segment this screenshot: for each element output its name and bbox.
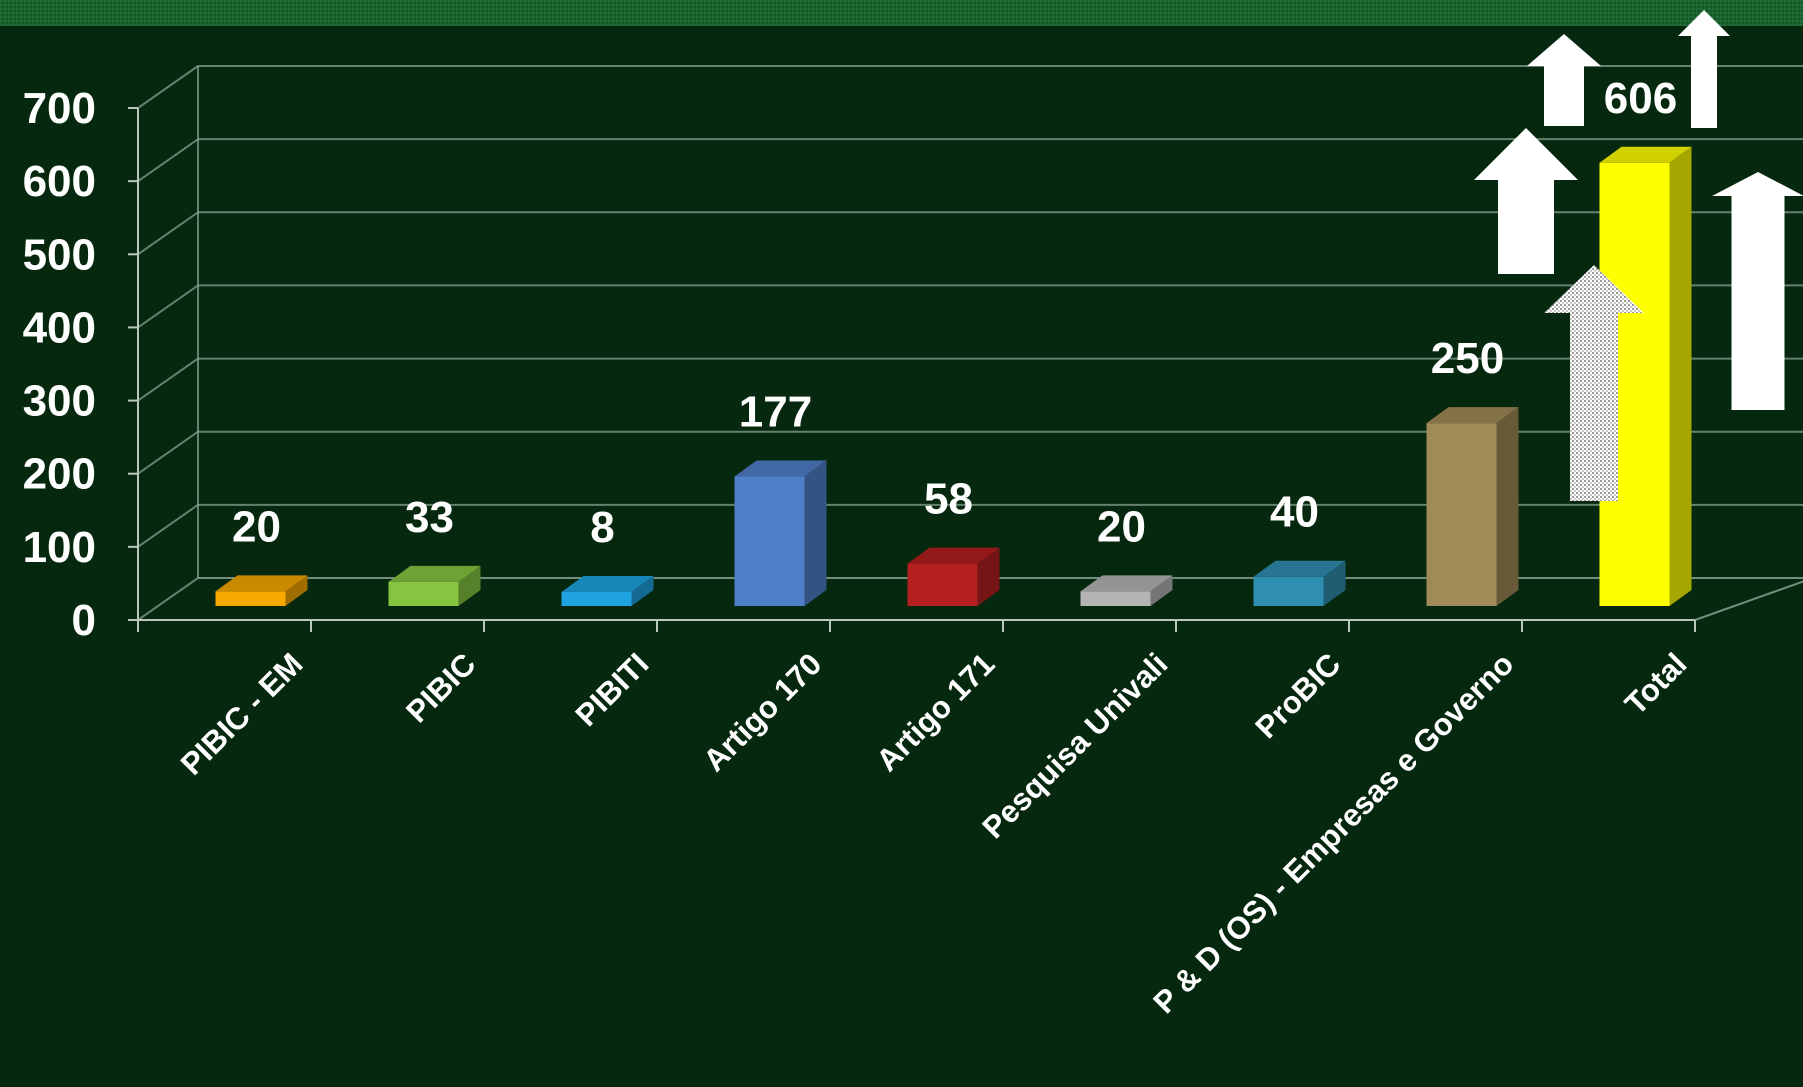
bar-front [1253, 576, 1324, 606]
wall-gridline [137, 504, 199, 548]
category-label: P & D (OS) - Empresas e Governo [1146, 646, 1520, 1020]
bar-front [907, 563, 978, 606]
bar-front [388, 581, 459, 606]
category-label: Total [1618, 646, 1693, 721]
bar [734, 460, 827, 606]
data-label: 20 [232, 502, 281, 551]
data-label: 58 [924, 475, 973, 524]
bar [1080, 575, 1173, 606]
bar-top [1599, 146, 1692, 163]
category-label: PIBIC [399, 646, 482, 729]
data-label: 606 [1604, 74, 1677, 123]
y-tick-label: 600 [23, 157, 96, 206]
y-tick-label: 500 [23, 230, 96, 279]
bar-front [215, 591, 286, 606]
category-label: ProBIC [1248, 646, 1347, 745]
gridlines [137, 65, 1803, 621]
top-band [0, 0, 1803, 26]
wall-gridline [137, 357, 199, 402]
data-label: 33 [405, 493, 454, 542]
bars [215, 146, 1692, 607]
bar [1426, 407, 1519, 606]
wall-gridline [137, 65, 199, 109]
category-label: PIBITI [569, 646, 656, 733]
y-tick-label: 100 [23, 523, 96, 572]
y-tick-label: 700 [23, 84, 96, 133]
bar [1253, 560, 1346, 606]
bar-top [1426, 407, 1519, 424]
bar-top [1080, 575, 1173, 592]
data-label: 8 [590, 503, 614, 552]
bar-top [1253, 560, 1346, 577]
data-label: 177 [739, 388, 812, 437]
bar-front [561, 592, 632, 606]
bar-side [631, 576, 654, 606]
wall-gridline [137, 211, 199, 256]
data-label: 40 [1270, 488, 1319, 537]
bar-top [388, 565, 481, 582]
up-arrow-small-icon [1527, 34, 1601, 126]
wall-gridline [137, 138, 199, 182]
bar-top [215, 575, 308, 592]
bar-side [977, 547, 1000, 606]
category-label: Pesquisa Univali [975, 646, 1174, 845]
axes [128, 66, 1696, 632]
y-tick-label: 400 [23, 303, 96, 352]
y-tick-label: 200 [23, 450, 96, 499]
bar-side [1496, 407, 1519, 606]
data-label: 250 [1431, 334, 1504, 383]
wall-gridline [137, 284, 199, 329]
y-tick-label: 300 [23, 377, 96, 426]
bar-top [734, 460, 827, 477]
up-arrow-large-icon [1712, 172, 1803, 410]
y-tick-label: 0 [72, 596, 96, 645]
bar-side [1150, 575, 1173, 606]
arrows [1474, 10, 1803, 501]
bar-front [1426, 423, 1497, 606]
bar-side [458, 565, 481, 606]
bar-side [804, 460, 827, 606]
bar-front [734, 476, 805, 606]
bar [215, 575, 308, 606]
floor-right-edge [1694, 580, 1803, 621]
bar-front [1080, 591, 1151, 606]
bar [561, 576, 654, 606]
bar-top [561, 576, 654, 592]
category-label: Artigo 171 [869, 646, 1001, 778]
wall-gridline [137, 430, 199, 475]
bar-side [285, 575, 308, 606]
up-arrow-medium-icon [1474, 128, 1578, 274]
category-label: PIBIC - EM [174, 646, 310, 782]
up-arrow-thin-icon [1678, 10, 1730, 128]
bar-top [907, 547, 1000, 564]
up-arrow-dotted-icon [1544, 265, 1644, 501]
bar-side [1323, 560, 1346, 606]
bar [1599, 146, 1692, 607]
category-label: Artigo 170 [696, 646, 828, 778]
wall-gridline [137, 577, 199, 621]
bar [907, 547, 1000, 606]
bar-side [1669, 146, 1692, 607]
bar [388, 565, 481, 606]
data-label: 20 [1097, 502, 1146, 551]
